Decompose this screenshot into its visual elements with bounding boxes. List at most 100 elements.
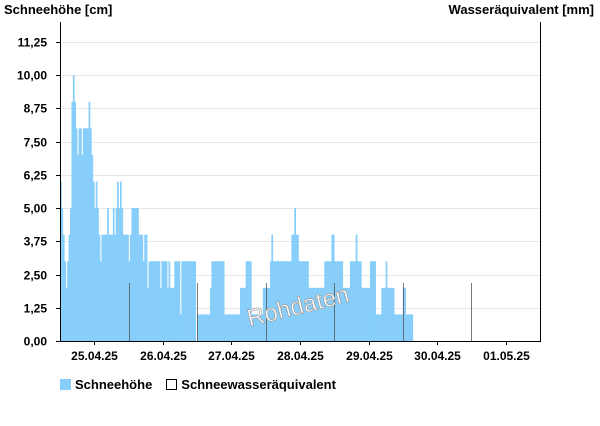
snow-height-bar	[314, 287, 316, 341]
snow-height-bar	[201, 314, 204, 341]
snow-height-bar	[334, 261, 336, 341]
left-axis-title: Schneehöhe [cm]	[4, 2, 113, 17]
snow-height-bar	[279, 261, 282, 341]
snow-height-bar	[252, 314, 255, 341]
snow-height-bar	[169, 287, 172, 341]
snow-height-bar	[189, 261, 192, 341]
snow-height-bar	[281, 261, 284, 341]
snow-height-bar	[282, 261, 285, 341]
snow-height-bar	[388, 287, 391, 341]
snow-height-bar	[212, 261, 215, 341]
snow-height-bar	[207, 314, 209, 341]
snow-height-bar	[77, 154, 79, 341]
snow-height-bar	[115, 208, 118, 341]
x-ticks: 25.04.25 26.04.25 27.04.25 28.04.25 29.04.25…	[71, 341, 530, 363]
snow-height-bar	[395, 314, 398, 341]
snow-height-bar	[205, 314, 208, 341]
snow-height-bar	[285, 261, 288, 341]
snow-height-bar	[377, 314, 379, 341]
snow-height-bar	[245, 261, 248, 341]
snow-height-bar	[87, 128, 89, 341]
legend: Schneehöhe Schneewasseräquivalent	[60, 377, 350, 392]
snow-height-bar	[342, 287, 345, 341]
snow-height-bar	[241, 287, 244, 341]
snow-height-bar	[304, 261, 306, 341]
snow-height-bar	[78, 128, 81, 341]
snow-height-bar	[217, 261, 219, 341]
legend-item-snow-height: Schneehöhe	[60, 377, 152, 392]
snow-height-bar	[182, 261, 185, 341]
snow-height-bar	[204, 314, 206, 341]
snow-height-bar	[144, 234, 146, 341]
snow-height-bar	[84, 128, 87, 341]
snow-height-bar	[385, 261, 388, 341]
snow-height-bar	[151, 261, 154, 341]
snow-height-bar	[407, 314, 409, 341]
snow-height-bar	[188, 261, 191, 341]
snow-height-bar	[261, 314, 264, 341]
snow-height-bar	[202, 314, 205, 341]
snow-height-bar	[274, 261, 276, 341]
y-tick-label: 11,25	[18, 36, 48, 50]
snow-height-bar	[311, 287, 314, 341]
snow-height-bar	[174, 261, 176, 341]
snow-height-bar	[309, 287, 312, 341]
snow-height-bar	[271, 234, 274, 341]
snow-height-bar	[161, 261, 164, 341]
snow-height-bar	[98, 234, 101, 341]
snow-height-bar	[154, 261, 156, 341]
snow-height-bar	[307, 261, 309, 341]
snow-height-bar	[228, 314, 231, 341]
snow-chart: 0,00 1,25 2,50 3,75 5,00 6,25 7,50 8,75 10,00 11,…	[17, 22, 541, 363]
snow-height-bar	[101, 234, 104, 341]
snow-height-bar	[191, 261, 194, 341]
snow-height-bar	[368, 287, 371, 341]
snow-height-bar	[329, 261, 332, 341]
snow-height-bar	[238, 314, 241, 341]
legend-label-water-equivalent: Schneewasseräquivalent	[181, 377, 336, 392]
snow-height-bar	[118, 208, 121, 341]
snow-height-bar	[159, 287, 162, 341]
snow-height-bar	[179, 314, 182, 341]
snow-height-bar	[61, 208, 64, 341]
snow-height-bar	[247, 261, 249, 341]
snow-height-bar	[214, 261, 216, 341]
snow-height-bar	[259, 314, 262, 341]
snow-height-bar	[142, 261, 145, 341]
snow-height-bar	[251, 314, 254, 341]
y-tick-label: 6,25	[24, 169, 48, 183]
snow-height-bar	[187, 261, 189, 341]
snow-height-bar	[88, 101, 91, 341]
snow-height-bar	[168, 261, 171, 341]
snow-height-bar	[104, 234, 107, 341]
snow-height-bar	[114, 234, 117, 341]
snow-height-bar	[299, 261, 302, 341]
snow-height-bar	[379, 314, 382, 341]
snow-height-bar	[268, 287, 271, 341]
snow-height-bar	[394, 314, 396, 341]
snow-height-bar	[371, 261, 374, 341]
snow-height-bar	[162, 261, 165, 341]
y-tick-label: 0,00	[24, 335, 48, 349]
snow-height-bar	[249, 261, 252, 341]
snow-height-bar	[411, 314, 414, 341]
snow-height-bar	[267, 287, 269, 341]
x-tick-label: 25.04.25	[71, 349, 118, 363]
snow-height-bar	[229, 314, 232, 341]
snow-height-bar	[331, 234, 334, 341]
y-tick-label: 2,50	[24, 269, 48, 283]
snow-height-bar	[405, 314, 408, 341]
snow-height-bar	[231, 314, 234, 341]
snow-height-bar	[352, 261, 355, 341]
right-axis-title: Wasseräquivalent [mm]	[448, 2, 594, 17]
snow-height-bar	[149, 261, 152, 341]
snow-height-bar	[382, 287, 385, 341]
snow-height-bar	[361, 287, 364, 341]
snow-height-bar	[219, 261, 222, 341]
snow-height-bar	[155, 261, 158, 341]
snow-height-bar	[109, 234, 112, 341]
snow-height-bar	[167, 287, 169, 341]
snow-height-bar	[255, 314, 258, 341]
snow-height-bar	[175, 261, 178, 341]
snow-height-bar	[305, 261, 308, 341]
